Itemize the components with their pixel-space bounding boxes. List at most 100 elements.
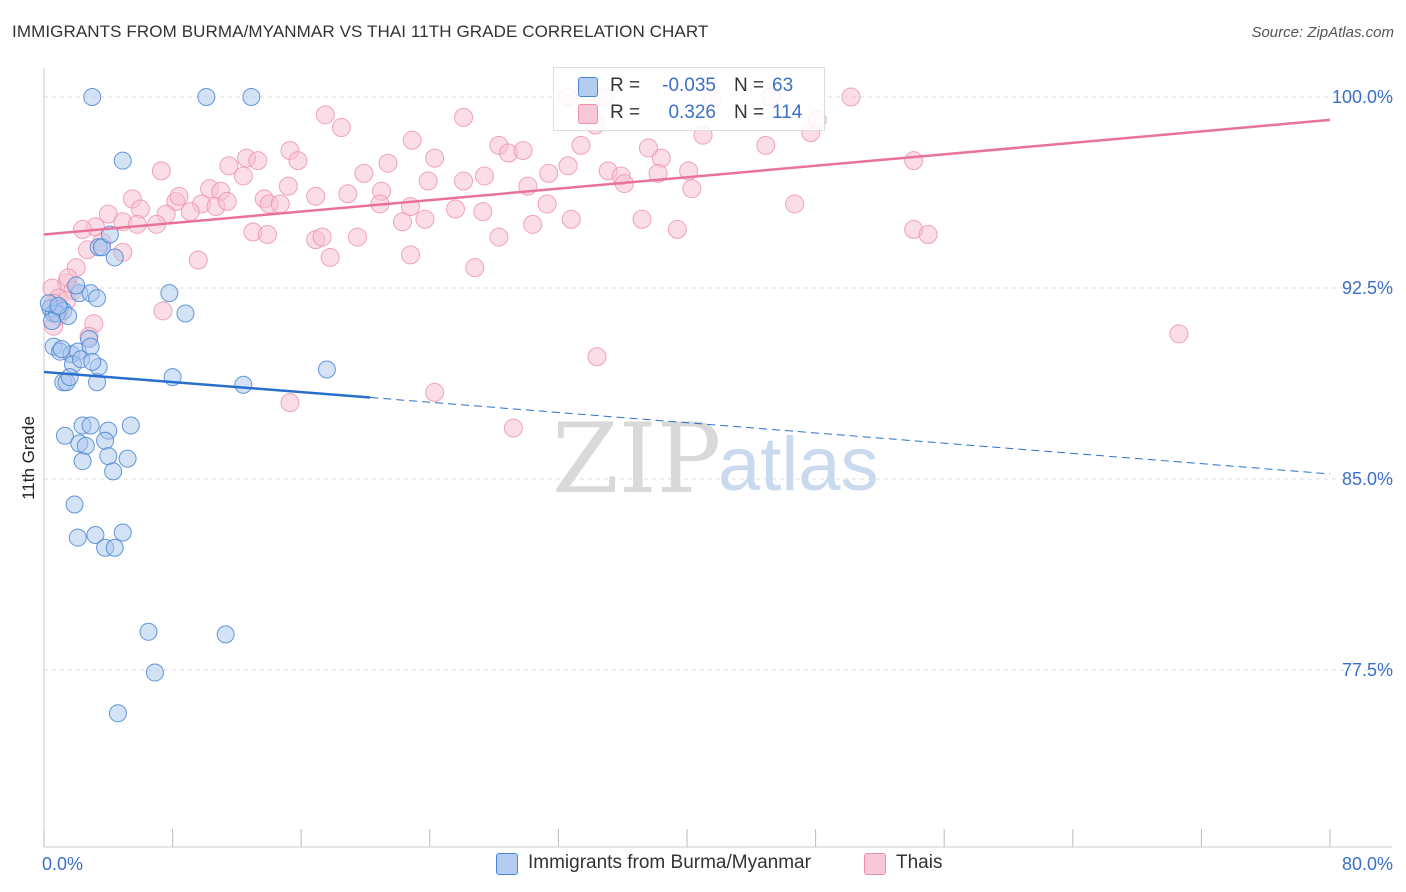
burma-point (113, 523, 132, 542)
burma-point (88, 289, 107, 308)
burma-point (86, 526, 105, 545)
thais-point (402, 130, 422, 150)
burma-point (160, 284, 179, 303)
chart-title: IMMIGRANTS FROM BURMA/MYANMAR VS THAI 11… (12, 22, 709, 41)
legend-swatch-pink (578, 104, 598, 124)
thais-point (474, 166, 494, 186)
watermark: ZIP atlas (552, 403, 879, 515)
thais-point (648, 163, 668, 183)
burma-point (108, 704, 127, 723)
burma-point (83, 352, 102, 371)
thais-point (587, 347, 607, 367)
thais-point (217, 191, 237, 211)
thais-point (537, 194, 557, 214)
thais-point (153, 301, 173, 321)
legend-row-thais: R = 0.326 N = 114 (554, 101, 824, 127)
y-tick-label: 85.0% (1342, 469, 1393, 489)
burma-point (96, 431, 115, 450)
thais-point (257, 225, 277, 245)
burma-point (73, 452, 92, 471)
legend-n-label: N = (734, 102, 765, 123)
thais-point (756, 135, 776, 155)
legend-r-value: 0.326 (668, 102, 716, 123)
bottom-legend-burma: Immigrants from Burma/Myanmar (496, 852, 836, 876)
thais-point (248, 151, 268, 171)
legend-r-label: R = (610, 102, 641, 123)
thais-point (392, 212, 412, 232)
thais-trend-line (43, 118, 1331, 236)
x-tick-label-min: 0.0% (42, 854, 83, 874)
source-label: Source: ZipAtlas.com (1251, 24, 1394, 41)
thais-point (418, 171, 438, 191)
burma-point (65, 495, 84, 514)
trend-lines (43, 118, 1331, 475)
burma-point (234, 375, 253, 394)
burma-point (176, 304, 195, 323)
burma-point (118, 449, 137, 468)
thais-point (188, 250, 208, 270)
thais-point (446, 199, 466, 219)
bottom-legend-label: Thais (896, 852, 943, 873)
burma-point (145, 663, 164, 682)
thais-point (523, 214, 543, 234)
thais-point (331, 118, 351, 138)
x-tick-labels: 0.0% 80.0% (42, 854, 1393, 874)
burma-point (242, 88, 261, 106)
burma-point (197, 88, 216, 106)
burma-point (83, 88, 102, 106)
burma-points (39, 88, 336, 723)
thais-point (489, 227, 509, 247)
y-tick-label: 100.0% (1332, 87, 1393, 107)
axes (43, 68, 1392, 848)
burma-point (68, 528, 87, 547)
thais-point (347, 227, 367, 247)
legend-r-label: R = (610, 75, 641, 96)
thais-point (918, 225, 938, 245)
thais-point (233, 166, 253, 186)
thais-point (454, 171, 474, 191)
bottom-legend-swatch-blue (496, 853, 518, 875)
burma-trend-line-solid (43, 370, 371, 399)
thais-point (315, 105, 335, 125)
burma-point (43, 312, 62, 331)
burma-point (76, 436, 95, 455)
thais-point (667, 219, 687, 239)
burma-point (99, 447, 118, 466)
thais-point (151, 161, 171, 181)
thais-point (632, 209, 652, 229)
thais-point (465, 258, 485, 278)
bottom-legend-swatch-pink (864, 853, 886, 875)
thais-point (312, 227, 332, 247)
bottom-legend-thais: Thais (864, 852, 964, 876)
thais-point (180, 202, 200, 222)
thais-point (288, 151, 308, 171)
thais-point (280, 393, 300, 413)
thais-point (425, 382, 445, 402)
burma-point (216, 625, 235, 644)
thais-point (571, 135, 591, 155)
burma-point (92, 238, 111, 257)
legend-n-label: N = (734, 75, 765, 96)
y-axis-title: 11th Grade (19, 416, 38, 500)
thais-point (785, 194, 805, 214)
thais-point (378, 153, 398, 173)
y-tick-label: 92.5% (1342, 278, 1393, 298)
y-tick-label: 77.5% (1342, 660, 1393, 680)
thais-point (539, 163, 559, 183)
thais-point (1169, 324, 1189, 344)
burma-point (121, 416, 140, 435)
burma-point (55, 426, 74, 445)
burma-point (60, 368, 79, 387)
stats-legend: R = -0.035 N = 63 R = 0.326 N = 114 (553, 67, 825, 131)
thais-point (638, 138, 658, 158)
legend-n-value: 63 (772, 75, 794, 96)
watermark-atlas: atlas (718, 422, 879, 507)
thais-point (841, 87, 861, 107)
burma-point (113, 151, 132, 170)
watermark-zip: ZIP (552, 403, 721, 515)
thais-point (127, 214, 147, 234)
burma-point (52, 340, 71, 359)
burma-point (139, 622, 158, 641)
bottom-legend-label: Immigrants from Burma/Myanmar (528, 852, 811, 873)
